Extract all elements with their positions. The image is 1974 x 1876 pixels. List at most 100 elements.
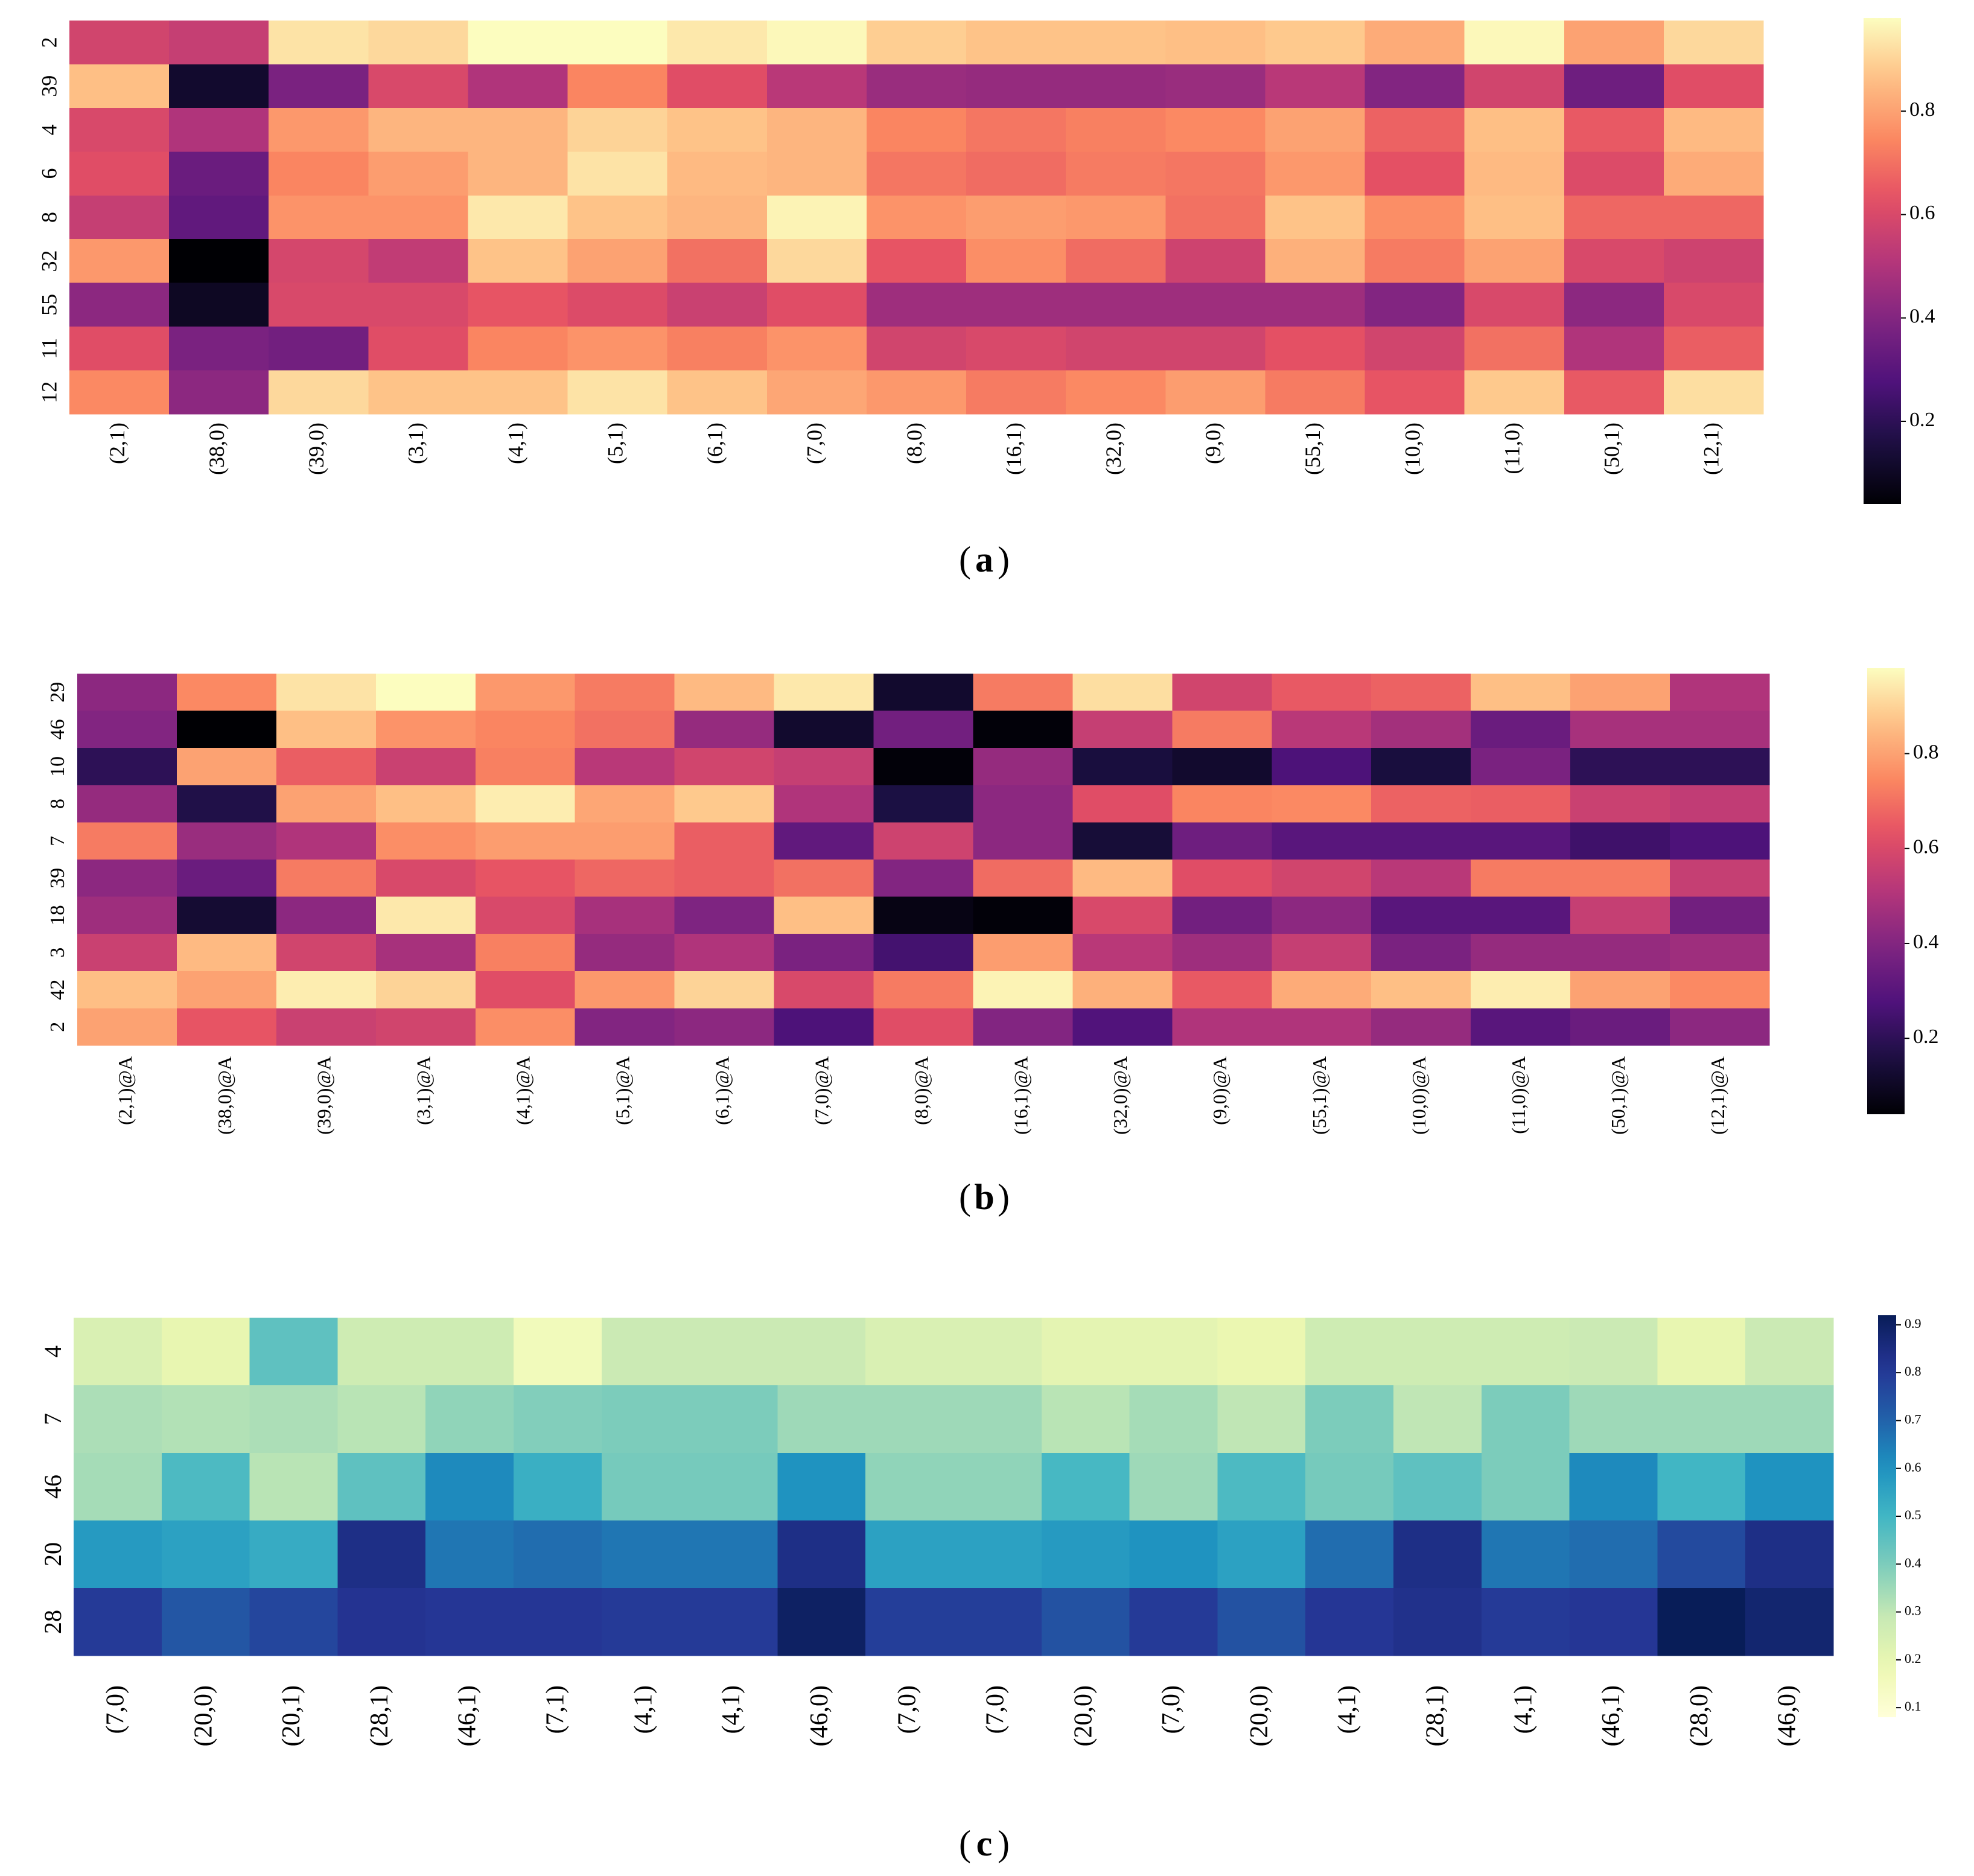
heatmap-cell	[1272, 822, 1372, 860]
heatmap-cell	[276, 785, 377, 823]
heatmap-cell	[873, 748, 974, 786]
heatmap-cell	[966, 107, 1066, 152]
heatmap-cell	[249, 1385, 338, 1453]
heatmap-cell	[777, 1385, 866, 1453]
heatmap-cell	[575, 710, 675, 748]
heatmap-cell	[1745, 1318, 1834, 1386]
heatmap-cell	[973, 822, 1074, 860]
heatmap-cell	[468, 152, 568, 196]
heatmap-cell	[667, 107, 768, 152]
heatmap-cell	[1564, 195, 1664, 240]
heatmap-cell	[1265, 370, 1366, 415]
colorbar-tick-label: 0.8	[1909, 98, 1935, 121]
column-tick-label: (20,0)	[1069, 1685, 1097, 1746]
heatmap-cell	[575, 748, 675, 786]
heatmap-cell	[766, 64, 867, 109]
heatmap-cell	[1272, 674, 1372, 712]
caption-a: ( a )	[959, 540, 1010, 579]
heatmap-cell	[1041, 1318, 1130, 1386]
heatmap-cell	[1364, 152, 1465, 196]
heatmap-cell	[1670, 1008, 1770, 1046]
heatmap-cell	[77, 710, 177, 748]
heatmap-cell	[161, 1453, 250, 1521]
heatmap-cell	[1072, 674, 1173, 712]
heatmap-cell	[1265, 107, 1366, 152]
heatmap-cell	[176, 860, 277, 898]
heatmap-cell	[368, 239, 469, 284]
heatmap-cell	[1670, 710, 1770, 748]
heatmap-cell	[865, 1318, 954, 1386]
heatmap-cell	[1471, 710, 1571, 748]
heatmap-cell	[777, 1453, 866, 1521]
heatmap-cell	[1471, 934, 1571, 972]
row-tick-label: 4	[39, 1345, 66, 1358]
heatmap-cell	[1272, 748, 1372, 786]
heatmap-cell	[1305, 1588, 1394, 1656]
heatmap-cell	[1670, 748, 1770, 786]
heatmap-cell	[873, 710, 974, 748]
heatmap-cell	[77, 674, 177, 712]
column-tick-label: (3,1)	[404, 423, 428, 464]
heatmap-cell	[276, 896, 377, 934]
heatmap-cell	[69, 21, 170, 65]
heatmap-cell	[1564, 64, 1664, 109]
column-tick-label: (16,1)	[1002, 423, 1026, 475]
heatmap-cell	[1569, 1453, 1658, 1521]
heatmap-cell	[1066, 152, 1166, 196]
heatmap-cell	[1464, 327, 1565, 371]
heatmap-cell	[77, 785, 177, 823]
column-tick-label: (28,0)	[1686, 1685, 1713, 1746]
heatmap-cell	[966, 239, 1066, 284]
heatmap-cell	[1464, 152, 1565, 196]
heatmap-cell	[468, 107, 568, 152]
heatmap-cell	[368, 370, 469, 415]
heatmap-cell	[1272, 710, 1372, 748]
heatmap-cell	[375, 860, 476, 898]
heatmap-cell	[774, 785, 874, 823]
heatmap-cell	[674, 1008, 775, 1046]
heatmap-cell	[337, 1588, 426, 1656]
heatmap-cell	[954, 1453, 1042, 1521]
heatmap-cell	[873, 934, 974, 972]
heatmap-cell	[1172, 971, 1272, 1009]
heatmap-cell	[766, 107, 867, 152]
heatmap-cell	[169, 64, 269, 109]
row-tick-label: 8	[37, 212, 61, 223]
row-tick-label: 4	[37, 124, 61, 135]
heatmap-cell	[169, 21, 269, 65]
column-tick-label: (6,1)	[703, 423, 727, 464]
heatmap-cell	[1564, 21, 1664, 65]
colorbar-tick-label: 0.2	[1905, 1651, 1921, 1666]
colorbar-tick-label: 0.6	[1905, 1460, 1921, 1475]
row-tick-label: 32	[37, 250, 61, 272]
row-tick-label: 6	[37, 168, 61, 179]
heatmap-cell	[1066, 239, 1166, 284]
heatmap-cell	[1364, 370, 1465, 415]
heatmap-cell	[1570, 674, 1670, 712]
heatmap-cell	[1464, 21, 1565, 65]
heatmap-cell	[1172, 674, 1272, 712]
heatmap-cell	[375, 1008, 476, 1046]
heatmap-cell	[1745, 1520, 1834, 1589]
column-tick-label: (4,1)	[503, 423, 527, 464]
heatmap-cell	[1305, 1453, 1394, 1521]
heatmap-cell	[689, 1318, 778, 1386]
column-tick-label: (5,1)	[603, 423, 627, 464]
heatmap-cell	[468, 327, 568, 371]
heatmap-cell	[674, 748, 775, 786]
heatmap-cell	[69, 64, 170, 109]
heatmap-cell	[1165, 21, 1266, 65]
heatmap-cell	[1172, 748, 1272, 786]
heatmap-cell	[368, 282, 469, 327]
row-tick-label: 39	[37, 75, 61, 97]
heatmap-cell	[1570, 785, 1670, 823]
heatmap-cell	[866, 327, 967, 371]
heatmap-cell	[1464, 107, 1565, 152]
heatmap-cell	[1663, 370, 1764, 415]
heatmap-cell	[1217, 1520, 1306, 1589]
colorbar-tick-label: 0.4	[1909, 305, 1935, 327]
heatmap-cell	[77, 971, 177, 1009]
heatmap-cell	[1481, 1318, 1570, 1386]
heatmap-cell	[1172, 1008, 1272, 1046]
heatmap-cell	[1564, 239, 1664, 284]
